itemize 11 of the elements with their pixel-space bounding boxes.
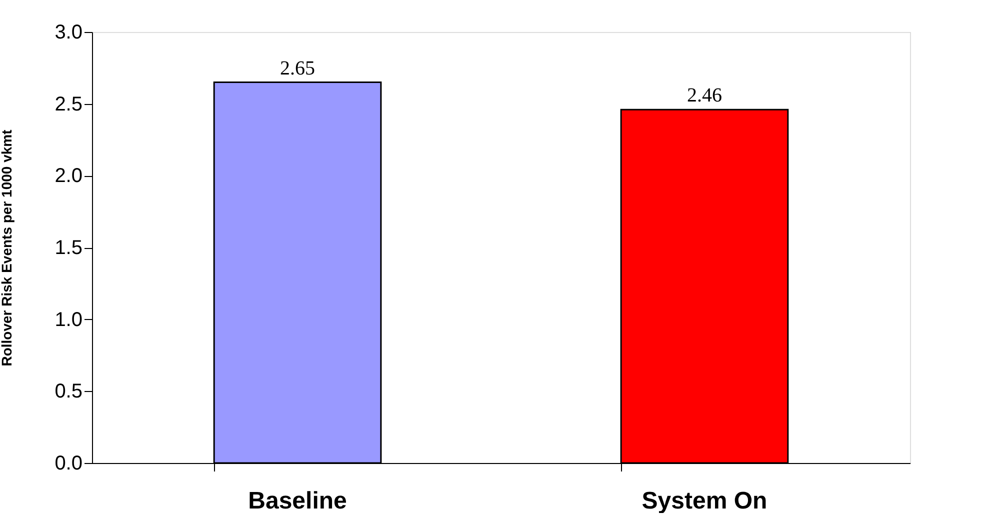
y-tick-label: 2.5 xyxy=(54,93,82,116)
data-label: 2.65 xyxy=(280,57,316,80)
y-tick-label: 1.0 xyxy=(54,308,82,331)
y-tick-label: 0.5 xyxy=(54,380,82,403)
y-tick-label: 0.0 xyxy=(54,452,82,474)
y-tick-label: 1.5 xyxy=(54,237,82,259)
y-axis-title: Rollover Risk Events per 1000 vkmt xyxy=(0,129,15,366)
y-tick-label: 2.0 xyxy=(54,165,82,188)
y-tick-label: 3.0 xyxy=(54,22,82,44)
data-label: 2.46 xyxy=(686,84,722,107)
x-tick-label: Baseline xyxy=(248,488,347,514)
